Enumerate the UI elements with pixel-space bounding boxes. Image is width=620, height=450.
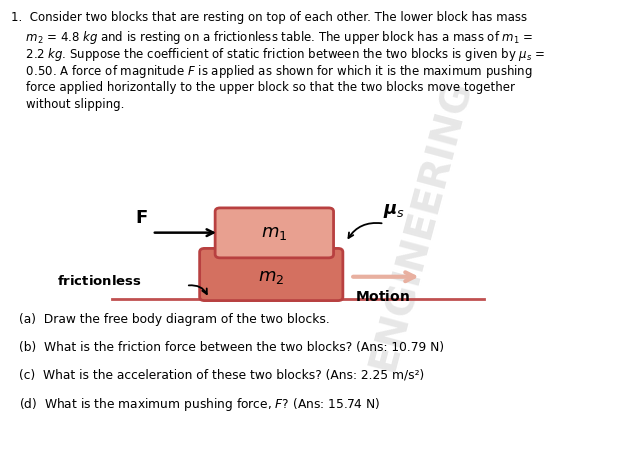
FancyBboxPatch shape (200, 248, 343, 301)
Text: (a)  Draw the free body diagram of the two blocks.: (a) Draw the free body diagram of the tw… (19, 313, 329, 326)
Text: 1.  Consider two blocks that are resting on top of each other. The lower block h: 1. Consider two blocks that are resting … (11, 11, 527, 24)
Text: 0.50. A force of magnitude $F$ is applied as shown for which it is the maximum p: 0.50. A force of magnitude $F$ is applie… (11, 63, 533, 80)
Text: $\mathbf{frictionless}$: $\mathbf{frictionless}$ (56, 274, 141, 288)
Text: (b)  What is the friction force between the two blocks? (Ans: 10.79 N): (b) What is the friction force between t… (19, 341, 444, 354)
Text: $\boldsymbol{\mu}_s$: $\boldsymbol{\mu}_s$ (383, 202, 405, 220)
Text: $m_1$: $m_1$ (261, 224, 288, 242)
Text: 2.2 $kg$. Suppose the coefficient of static friction between the two blocks is g: 2.2 $kg$. Suppose the coefficient of sta… (11, 46, 546, 63)
Text: $\mathbf{Motion}$: $\mathbf{Motion}$ (355, 289, 410, 304)
Text: $m_2$: $m_2$ (258, 268, 285, 286)
Text: without slipping.: without slipping. (11, 98, 125, 111)
Text: $\mathbf{F}$: $\mathbf{F}$ (135, 209, 148, 227)
FancyBboxPatch shape (215, 208, 334, 258)
Text: force applied horizontally to the upper block so that the two blocks move togeth: force applied horizontally to the upper … (11, 81, 515, 94)
Text: (c)  What is the acceleration of these two blocks? (Ans: 2.25 m/s²): (c) What is the acceleration of these tw… (19, 369, 424, 382)
Text: $m_2$ = 4.8 $kg$ and is resting on a frictionless table. The upper block has a m: $m_2$ = 4.8 $kg$ and is resting on a fri… (11, 29, 534, 45)
Text: ENGINEERING: ENGINEERING (365, 75, 479, 375)
Text: (d)  What is the maximum pushing force, $F$? (Ans: 15.74 N): (d) What is the maximum pushing force, $… (19, 396, 380, 414)
